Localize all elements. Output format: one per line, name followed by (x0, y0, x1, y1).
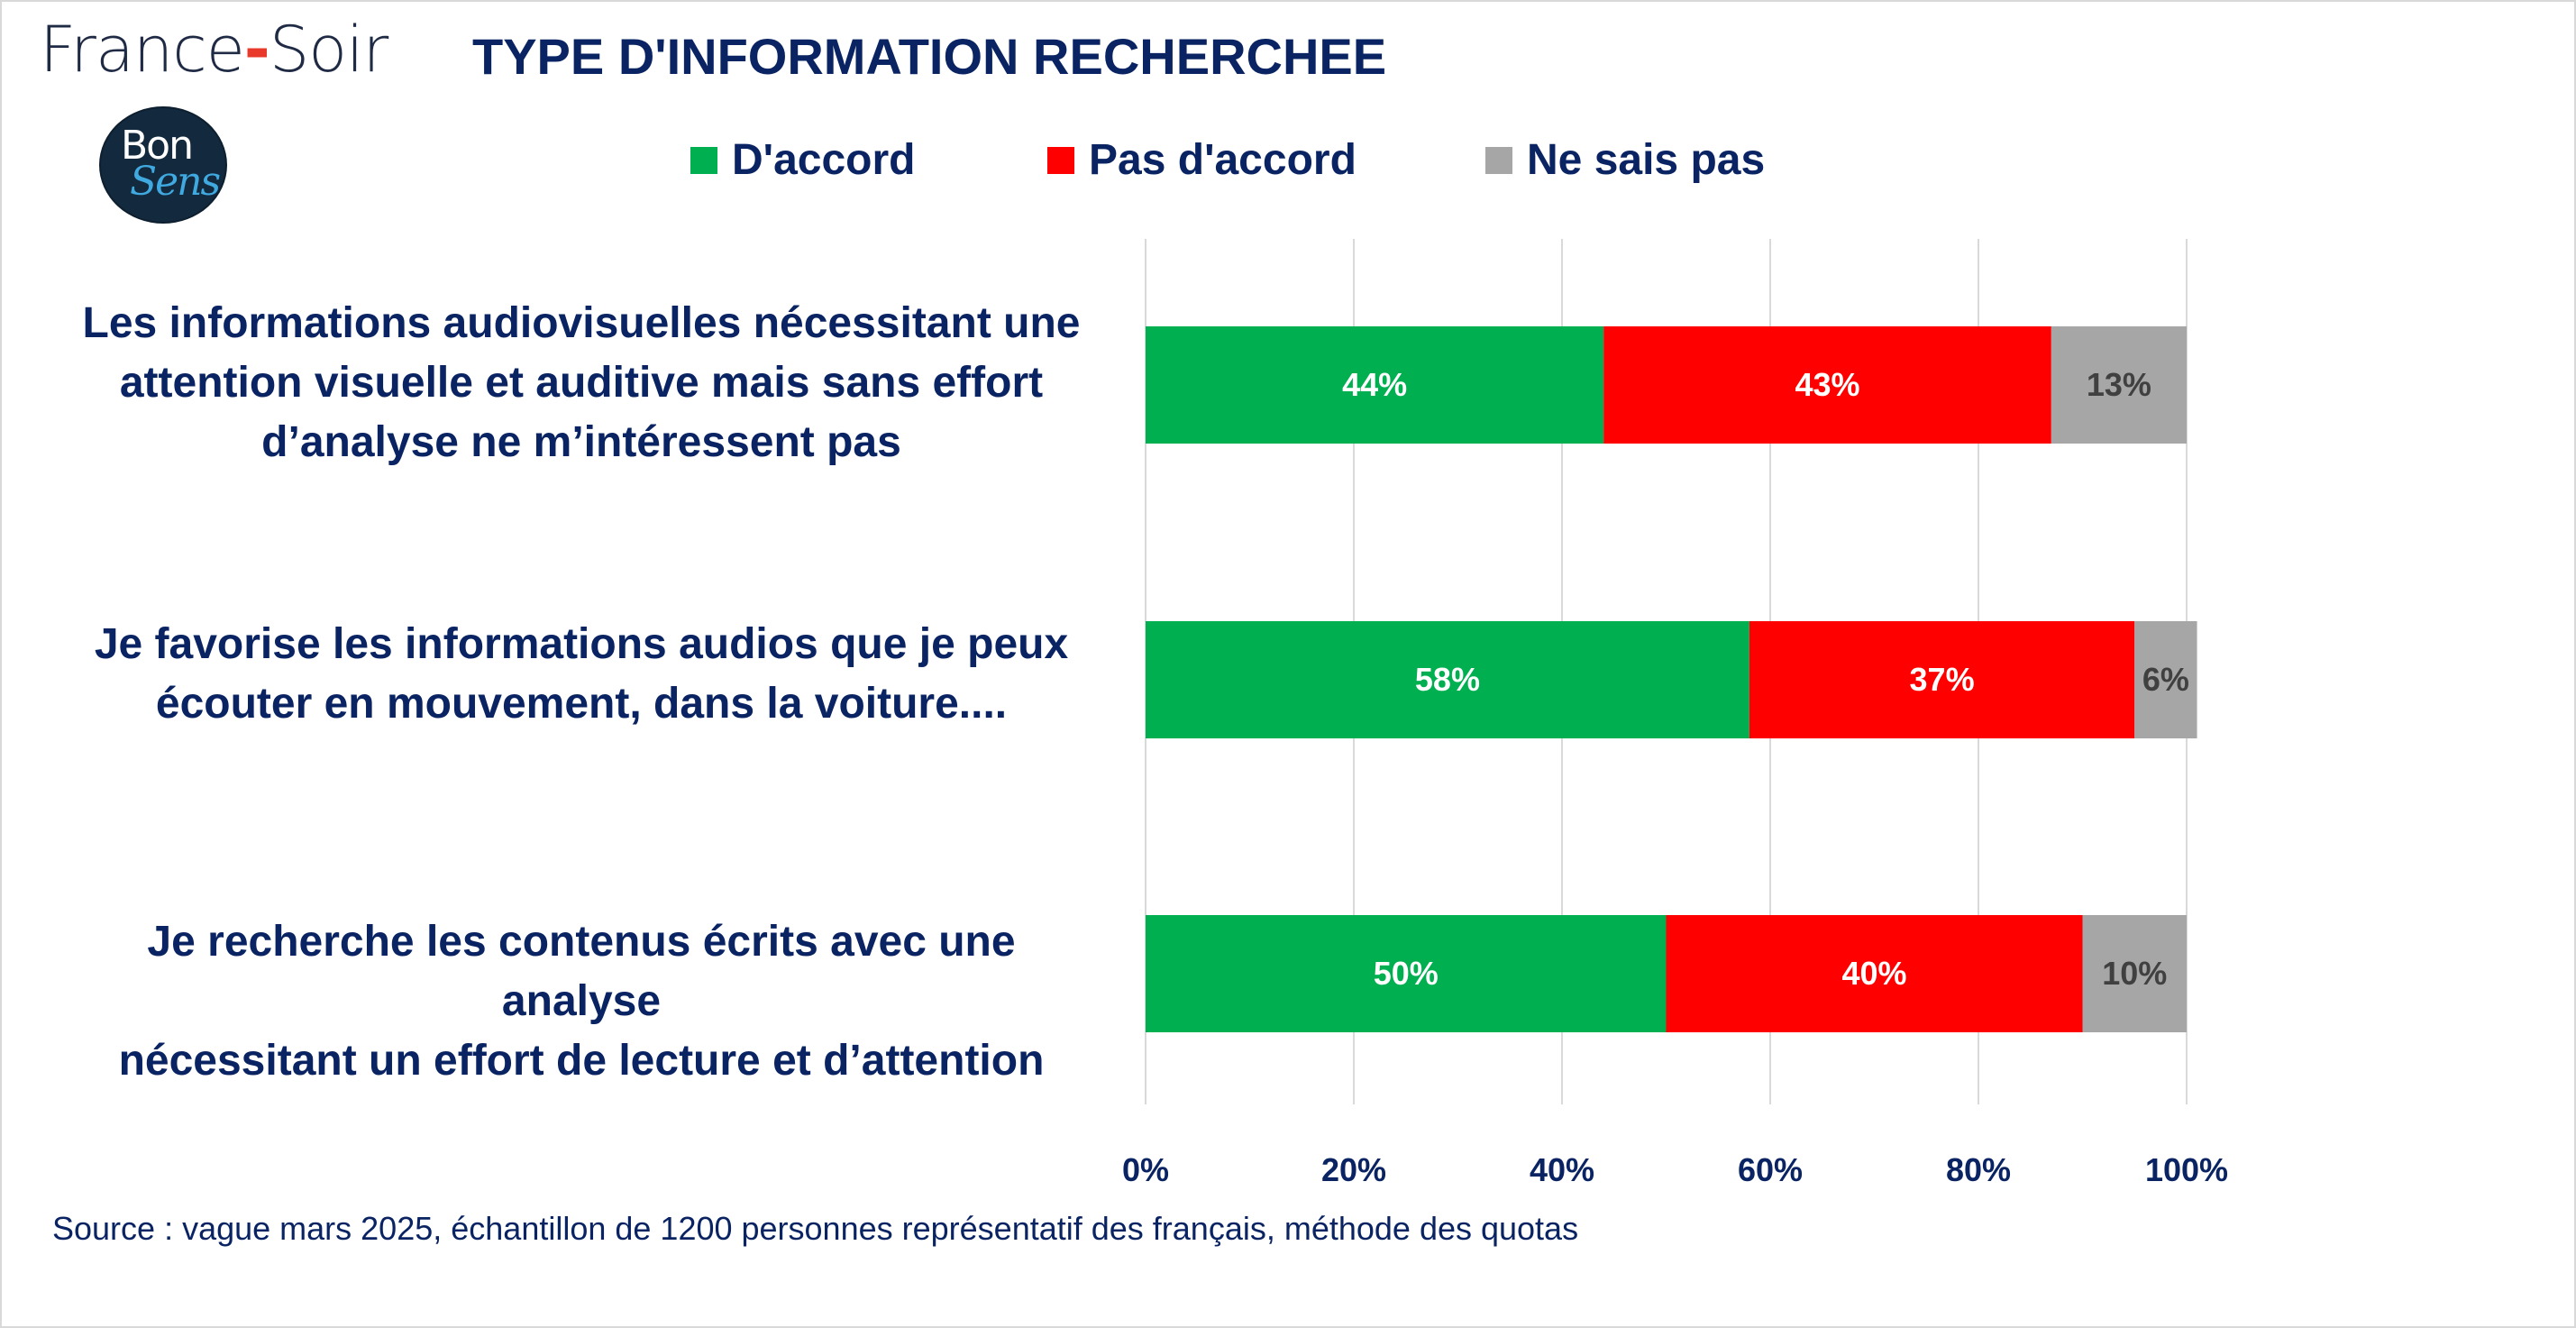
brand-right: Soir (269, 13, 388, 87)
x-tick-label: 40% (1530, 1151, 1594, 1188)
legend-label-ne-sais-pas: Ne sais pas (1527, 136, 1766, 184)
data-label: 6% (2142, 661, 2189, 698)
category-label-3: Je recherche les contenus écrits avec un… (63, 912, 1100, 1091)
data-label: 44% (1342, 366, 1407, 403)
source-note: Source : vague mars 2025, échantillon de… (52, 1210, 1579, 1247)
bar-segment (1146, 915, 1667, 1032)
x-tick-label: 0% (1122, 1151, 1169, 1188)
x-tick-label: 60% (1738, 1151, 1803, 1188)
data-label: 13% (2087, 366, 2151, 403)
legend-item-ne-sais-pas: Ne sais pas (1485, 135, 1765, 185)
category-label-3-line-1: Je recherche les contenus écrits avec un… (147, 918, 1016, 1025)
legend-item-pas-accord: Pas d'accord (1047, 135, 1357, 185)
category-label-3-line-2: nécessitant un effort de lecture et d’at… (118, 1037, 1045, 1085)
data-label: 40% (1841, 955, 1906, 992)
data-label: 50% (1374, 955, 1439, 992)
x-tick-label: 80% (1946, 1151, 2011, 1188)
legend-label-accord: D'accord (732, 136, 916, 184)
data-label: 43% (1795, 366, 1859, 403)
x-tick-label: 20% (1321, 1151, 1386, 1188)
legend-label-pas-accord: Pas d'accord (1089, 136, 1357, 184)
category-label-1: Les informations audiovisuelles nécessit… (63, 294, 1100, 472)
chart-title: TYPE D'INFORMATION RECHERCHEE (472, 28, 1387, 85)
bar-segment (1603, 326, 2051, 444)
france-soir-logo: France-Soir (40, 13, 388, 87)
bar-segment (1666, 915, 2083, 1032)
bar-segment (2051, 326, 2187, 444)
bar-segment (1146, 621, 1749, 738)
data-label: 10% (2102, 955, 2167, 992)
category-label-2: Je favorise les informations audios que … (63, 615, 1100, 734)
chart-legend: D'accord Pas d'accord Ne sais pas (0, 135, 2576, 189)
bar-segment (1146, 326, 1604, 444)
data-label: 37% (1910, 661, 1975, 698)
bonsens-logo: Bon Sens (101, 108, 225, 222)
bar-segment (1749, 621, 2135, 738)
category-label-2-line-1: Je favorise les informations audios que … (94, 620, 1069, 668)
bar-segment (2082, 915, 2187, 1032)
data-label: 58% (1415, 661, 1480, 698)
category-label-1-line-1: Les informations audiovisuelles nécessit… (82, 299, 1081, 347)
brand-dash: - (243, 13, 270, 87)
legend-item-accord: D'accord (690, 135, 915, 185)
brand-left: France (40, 13, 245, 87)
bonsens-logo-bottom: Sens (130, 159, 221, 205)
legend-swatch-ne-sais-pas (1485, 146, 1512, 174)
bonsens-logo-top: Bon (121, 123, 194, 169)
x-tick-label: 100% (2145, 1151, 2228, 1188)
category-label-1-line-2: attention visuelle et auditive mais sans… (119, 359, 1044, 407)
category-label-2-line-2: écouter en mouvement, dans la voiture...… (155, 680, 1008, 728)
legend-swatch-accord (690, 146, 717, 174)
legend-swatch-pas-accord (1047, 146, 1074, 174)
bar-segment (2134, 621, 2197, 738)
category-label-1-line-3: d’analyse ne m’intéressent pas (261, 418, 901, 466)
